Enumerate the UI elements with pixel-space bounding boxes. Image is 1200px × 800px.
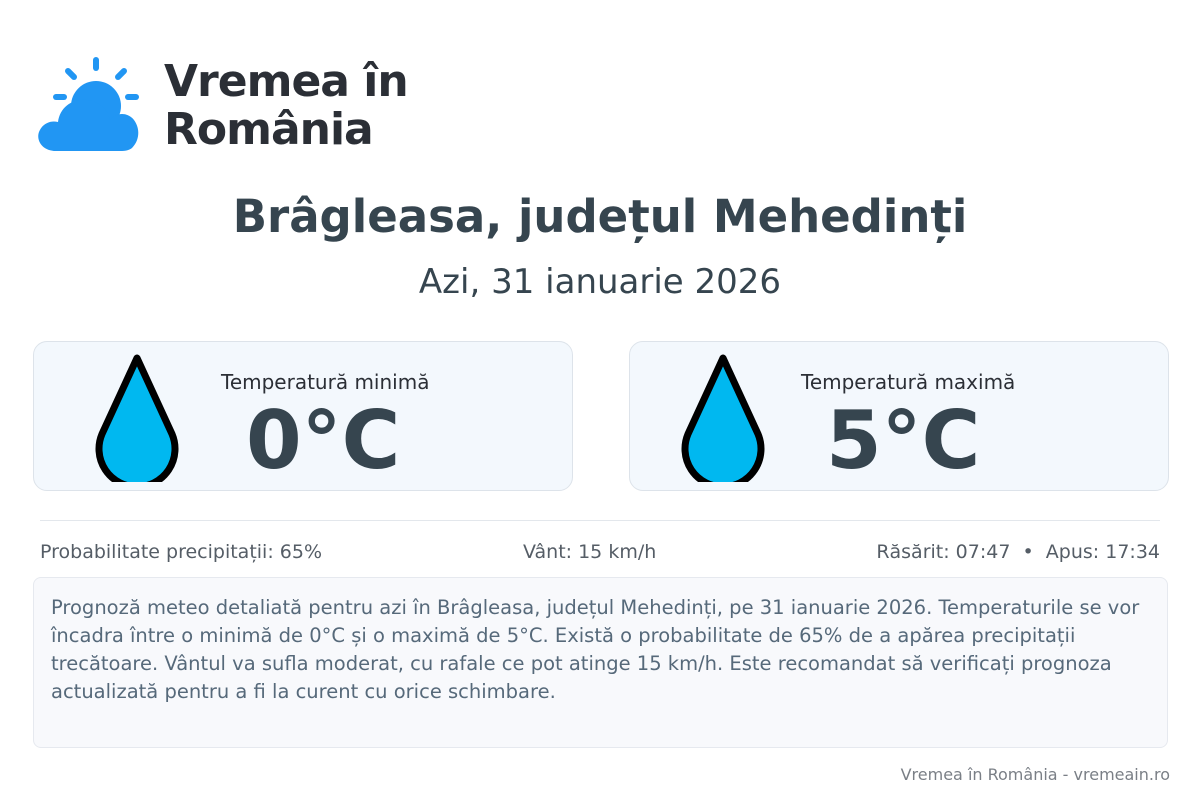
wind-stat: Vânt: 15 km/h <box>523 541 657 563</box>
footer-credit: Vremea în România - vremeain.ro <box>900 765 1170 784</box>
page-date: Azi, 31 ianuarie 2026 <box>418 262 782 302</box>
sunrise-sunset-stat: Răsărit: 07:47 • Apus: 17:34 <box>876 541 1160 563</box>
min-temp-card: Temperatură minimă 0°C <box>33 341 573 491</box>
forecast-description: Prognoză meteo detaliată pentru azi în B… <box>33 577 1168 748</box>
page-title: Brâgleasa, județul Mehedinți <box>232 190 968 243</box>
precipitation-stat: Probabilitate precipitații: 65% <box>40 541 322 563</box>
sun-cloud-icon <box>38 57 139 151</box>
divider <box>40 520 1160 521</box>
max-temp-value: 5°C <box>826 394 981 487</box>
min-temp-value: 0°C <box>246 394 401 487</box>
max-temp-card: Temperatură maximă 5°C <box>629 341 1169 491</box>
max-temp-label: Temperatură maximă <box>801 370 1016 394</box>
logo-text: Vremea în România <box>164 56 409 155</box>
logo <box>36 54 436 159</box>
water-drop-icon <box>95 354 179 482</box>
min-temp-label: Temperatură minimă <box>221 370 430 394</box>
water-drop-icon <box>681 354 765 482</box>
logo-line-1: Vremea în <box>164 56 409 107</box>
logo-line-2: România <box>164 104 374 155</box>
